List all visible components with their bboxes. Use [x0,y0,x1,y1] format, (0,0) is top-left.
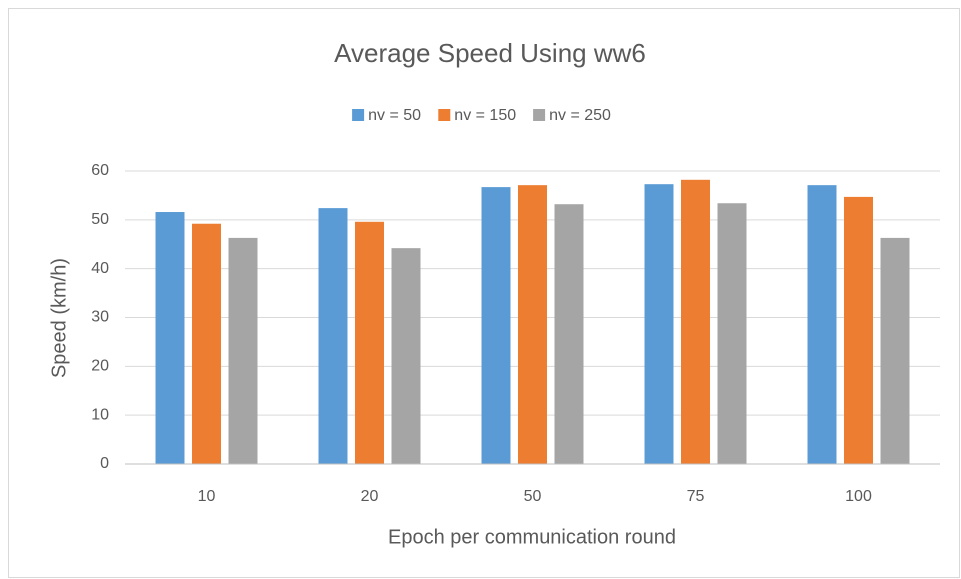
bar [481,187,511,465]
y-tick-label: 60 [91,162,109,179]
y-tick-label: 50 [91,211,109,228]
bar [192,223,221,464]
y-axis-label: Speed (km/h) [48,258,70,378]
x-tick-label: 75 [687,488,705,505]
y-tick-label: 0 [100,455,109,472]
bar [880,237,910,464]
y-tick-label: 40 [91,260,109,277]
bar [391,248,421,464]
x-tick-label: 20 [361,488,379,505]
legend-swatch [438,109,451,121]
y-tick-label: 10 [91,406,109,423]
bar [518,185,547,464]
legend-label: nv = 150 [454,107,516,124]
legend-swatch [533,109,546,121]
x-tick-label: 10 [198,488,216,505]
y-tick-label: 20 [91,358,109,375]
legend-swatch [352,109,365,121]
bar [681,179,710,465]
chart-title: Average Speed Using ww6 [334,38,646,68]
bar [644,184,674,464]
bar [355,221,384,464]
x-tick-label: 50 [524,488,542,505]
bar [807,185,837,464]
x-axis-label: Epoch per communication round [388,526,676,548]
legend-label: nv = 50 [368,107,421,124]
bar [318,208,348,464]
x-tick-label: 100 [845,488,872,505]
bar [554,204,584,464]
bar [155,212,185,464]
legend-label: nv = 250 [549,107,611,124]
bar [844,196,873,465]
y-tick-label: 30 [91,309,109,326]
bar [717,203,747,465]
bar [228,237,258,464]
